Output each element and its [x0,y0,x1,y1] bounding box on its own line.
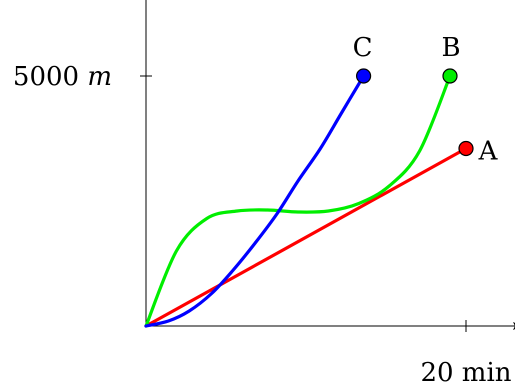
y-tick-number: 5000 [13,62,79,92]
series-b-label: B [441,33,460,63]
series-a-line [144,146,468,328]
x-tick-label: 20 min [420,358,511,388]
series-layer: A B C [144,33,499,328]
series-a-label: A [478,137,499,167]
series-a-end-marker [458,140,474,157]
series-c: C [144,33,373,328]
series-b-end-marker [442,68,458,84]
y-tick-label: 5000 m [13,62,112,92]
series-a: A [144,137,499,328]
series-b: B [144,33,461,328]
series-c-line [144,74,366,328]
series-c-label: C [353,33,373,63]
series-c-end-marker [356,68,372,84]
series-b-line [144,74,452,328]
axes: 20 min 5000 m [13,0,515,388]
y-tick-unit: m [87,62,112,92]
